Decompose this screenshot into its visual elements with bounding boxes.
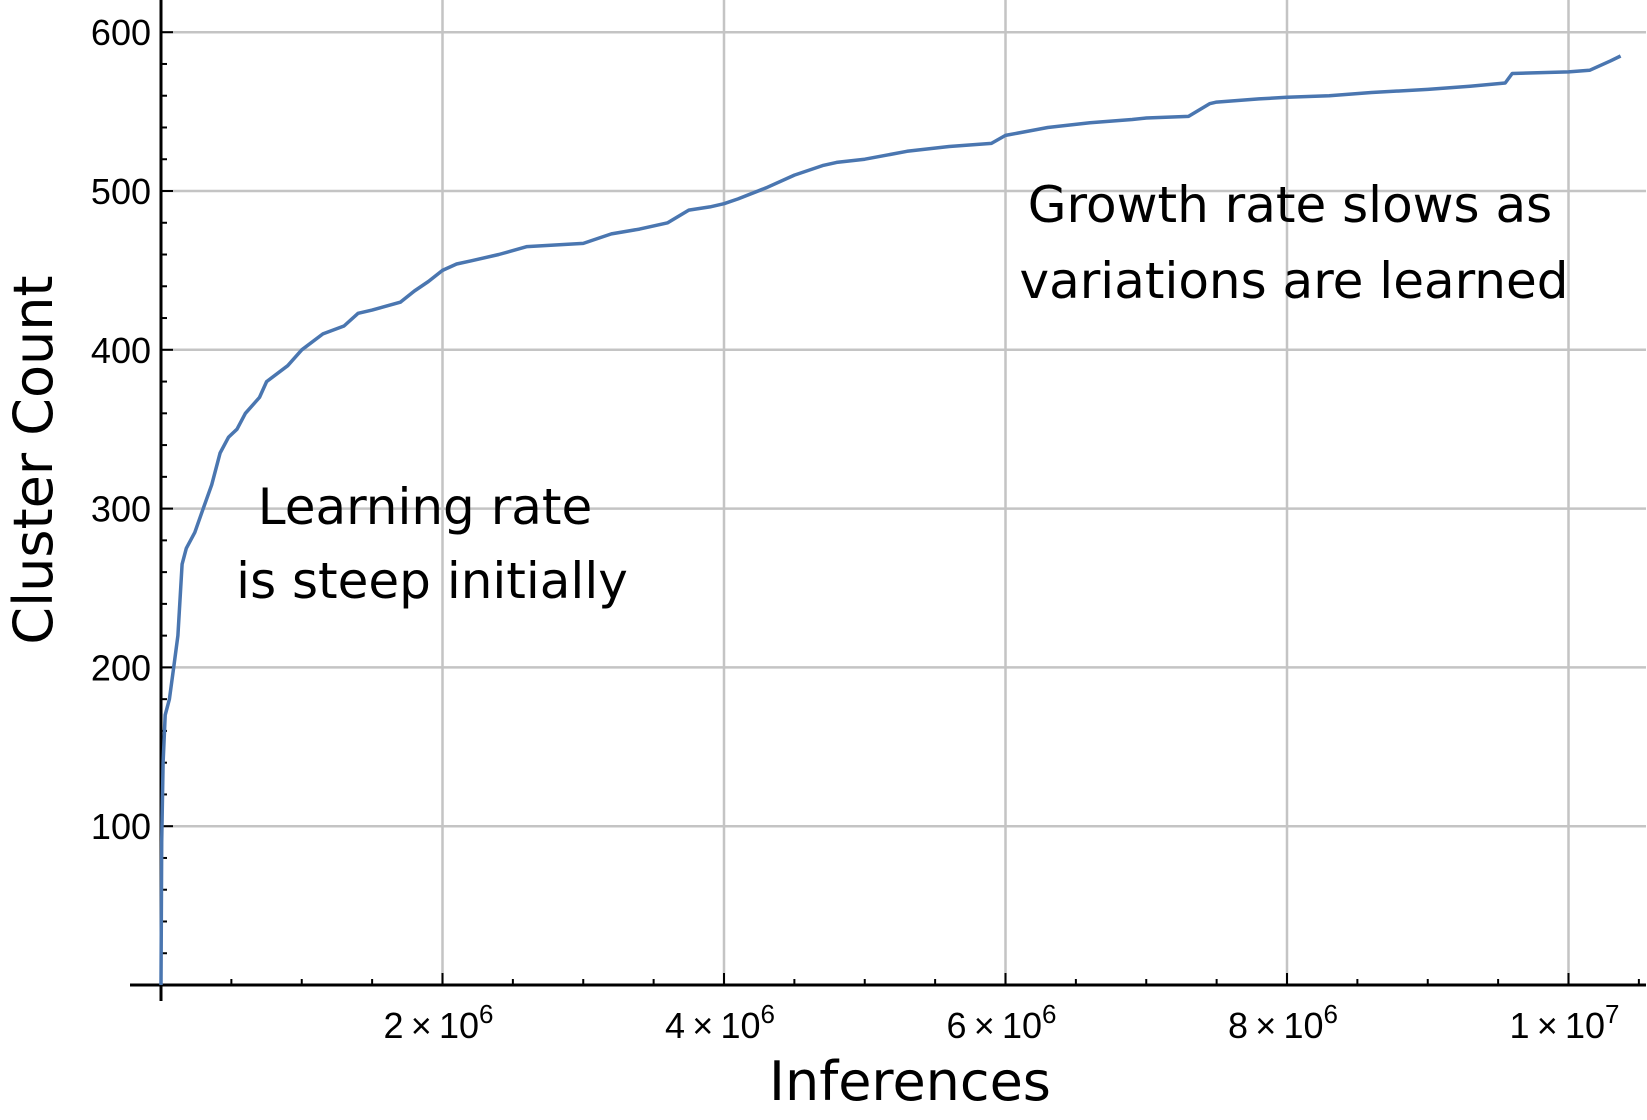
label-layer: 100 200 300 400 500 600 2 × 106 4 × 106 6 × 106 8… [91, 12, 1620, 1046]
x-tick-label: 4 × 106 [665, 999, 775, 1046]
y-tick-label: 200 [91, 647, 151, 688]
y-tick-label: 500 [91, 171, 151, 212]
y-axis-title: Cluster Count [2, 275, 65, 644]
y-tick-label: 100 [91, 806, 151, 847]
annotation-learning-line-1: Learning rate [258, 478, 593, 536]
x-tick-label: 8 × 106 [1228, 999, 1338, 1046]
y-tick-label: 600 [91, 12, 151, 53]
x-tick-label: 1 × 107 [1510, 999, 1620, 1046]
series-layer [159, 54, 1622, 986]
x-tick-label: 2 × 106 [384, 999, 494, 1046]
x-axis-title: Inferences [769, 1050, 1051, 1113]
annotation-learning-line-2: is steep initially [236, 552, 628, 610]
annotation-growth-line-2: variations are learned [1020, 252, 1569, 310]
y-tick-label: 300 [91, 489, 151, 530]
annotation-growth-line-1: Growth rate slows as [1028, 176, 1552, 234]
series-line-0 [159, 54, 1622, 986]
x-tick-label: 6 × 106 [947, 999, 1057, 1046]
y-tick-label: 400 [91, 330, 151, 371]
grid-layer [161, 0, 1646, 985]
